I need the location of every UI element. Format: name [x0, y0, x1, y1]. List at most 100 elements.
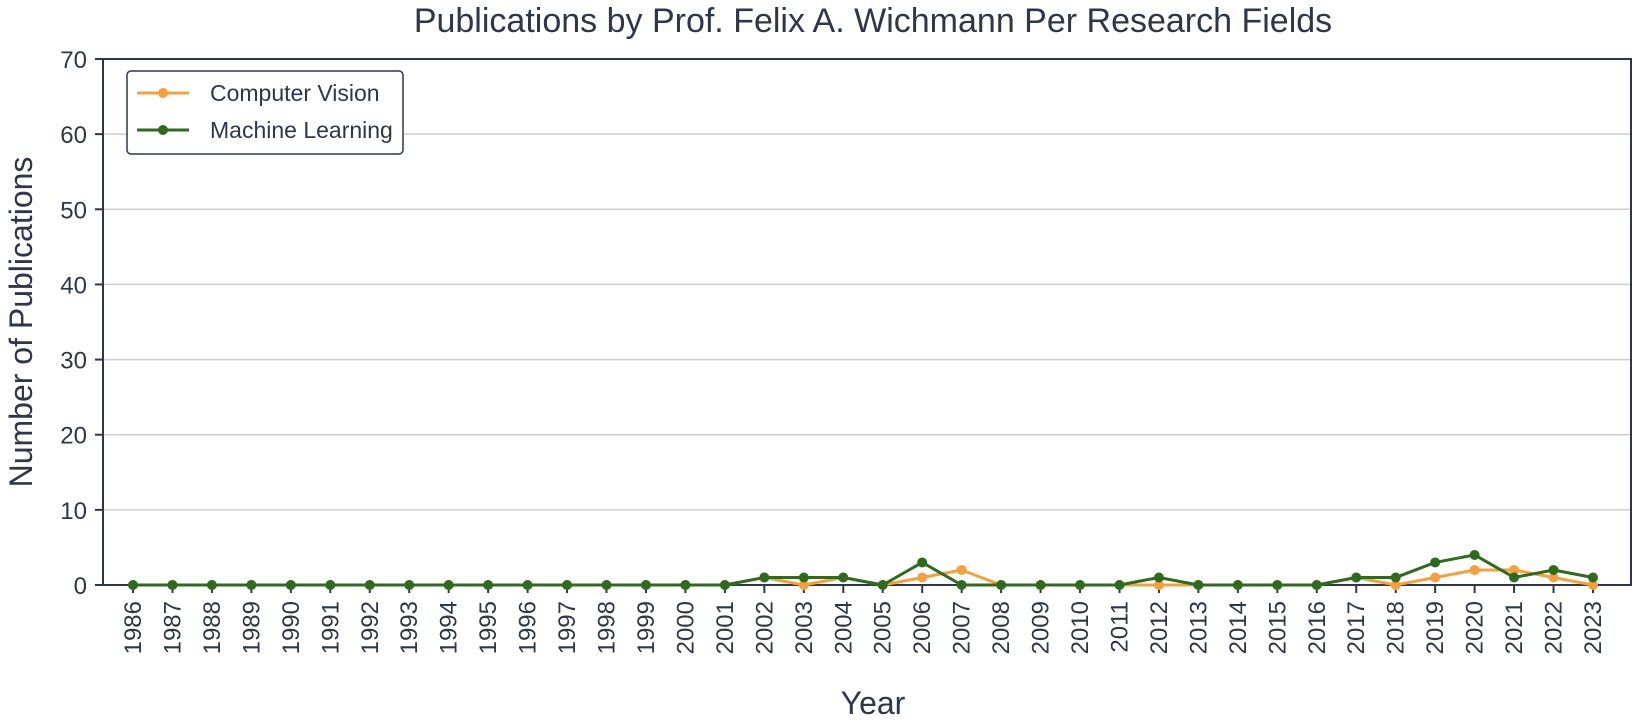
x-tick-label: 2020	[1462, 601, 1489, 654]
data-point-machine-learning	[1272, 580, 1283, 590]
y-tick-label: 70	[60, 47, 87, 74]
x-axis-ticks: 1986 1987 1988 1989 1990 1991 1992 1993 1994 1995…	[120, 585, 1607, 654]
data-point-machine-learning	[167, 580, 178, 590]
data-point-machine-learning	[1430, 557, 1441, 568]
x-tick-label: 1995	[475, 601, 502, 654]
data-point-machine-learning	[1311, 580, 1322, 590]
data-point-machine-learning	[877, 580, 888, 590]
data-point-machine-learning	[246, 580, 257, 590]
x-tick-label: 1996	[515, 601, 542, 654]
data-point-machine-learning	[601, 580, 612, 590]
chart-title: Publications by Prof. Felix A. Wichmann …	[414, 2, 1332, 40]
data-point-machine-learning	[522, 580, 533, 590]
data-point-machine-learning	[364, 580, 375, 590]
data-point-machine-learning	[1351, 572, 1362, 583]
data-point-machine-learning	[1548, 564, 1559, 575]
data-point-machine-learning	[325, 580, 336, 590]
x-tick-label: 2019	[1422, 601, 1449, 654]
x-tick-label: 1997	[554, 601, 581, 654]
gridlines	[103, 133, 1631, 511]
data-point-machine-learning	[838, 572, 849, 583]
x-tick-label: 1990	[278, 601, 305, 654]
x-tick-label: 1989	[238, 601, 265, 654]
legend-marker-machine-learning	[158, 125, 168, 135]
data-point-machine-learning	[1469, 549, 1480, 560]
x-tick-label: 2002	[751, 601, 778, 654]
data-point-machine-learning	[996, 580, 1007, 590]
x-tick-label: 1993	[396, 601, 423, 654]
legend-marker-computer-vision	[158, 88, 168, 98]
x-tick-label: 2009	[1028, 601, 1055, 654]
data-point-machine-learning	[1153, 572, 1164, 583]
data-point-machine-learning	[759, 572, 770, 583]
data-point-machine-learning	[443, 580, 454, 590]
x-tick-label: 2013	[1185, 601, 1212, 654]
x-tick-label: 1987	[159, 601, 186, 654]
legend-label-computer-vision: Computer Vision	[210, 80, 380, 106]
x-tick-label: 2003	[791, 601, 818, 654]
legend-label-machine-learning: Machine Learning	[210, 117, 393, 143]
data-point-machine-learning	[1114, 580, 1125, 590]
y-axis-ticks: 0 10 20 30 40 50 60 70	[60, 47, 103, 600]
x-tick-label: 2010	[1067, 601, 1094, 654]
x-tick-label: 2017	[1343, 601, 1370, 654]
x-tick-label: 1986	[120, 601, 147, 654]
x-tick-label: 1994	[436, 601, 463, 654]
y-tick-label: 0	[74, 573, 87, 600]
x-tick-label: 1991	[317, 601, 344, 654]
data-point-machine-learning	[719, 580, 730, 590]
plot-frame	[102, 58, 1632, 586]
x-tick-label: 1988	[199, 601, 226, 654]
y-tick-label: 40	[60, 272, 87, 299]
x-tick-label: 2022	[1541, 601, 1568, 654]
data-point-machine-learning	[206, 580, 217, 590]
legend-box	[126, 70, 404, 155]
x-tick-label: 2012	[1146, 601, 1173, 654]
x-tick-label: 2000	[672, 601, 699, 654]
data-point-machine-learning	[1035, 580, 1046, 590]
data-point-machine-learning	[956, 580, 967, 590]
x-tick-label: 2004	[830, 601, 857, 654]
x-tick-label: 2014	[1225, 601, 1252, 654]
data-point-machine-learning	[562, 580, 573, 590]
data-point-computer-vision	[798, 580, 809, 590]
x-tick-label: 2016	[1304, 601, 1331, 654]
x-tick-label: 2023	[1580, 601, 1607, 654]
series-line-machine-learning	[133, 553, 1594, 587]
x-tick-label: 1999	[633, 601, 660, 654]
data-point-machine-learning	[798, 572, 809, 583]
x-tick-label: 2006	[909, 601, 936, 654]
data-point-machine-learning	[1509, 572, 1520, 583]
x-tick-label: 2008	[988, 601, 1015, 654]
data-point-computer-vision	[956, 564, 967, 575]
data-point-machine-learning	[1193, 580, 1204, 590]
y-axis-label: Number of Publications	[3, 157, 39, 488]
data-point-machine-learning	[917, 557, 928, 568]
data-point-computer-vision	[1588, 580, 1598, 590]
x-tick-label: 2001	[712, 601, 739, 654]
data-point-computer-vision	[1430, 572, 1441, 583]
x-tick-label: 1998	[594, 601, 621, 654]
y-tick-label: 10	[60, 498, 87, 525]
data-point-computer-vision	[1469, 564, 1480, 575]
data-point-computer-vision	[1548, 572, 1559, 583]
data-point-machine-learning	[1588, 572, 1598, 583]
data-point-machine-learning	[1075, 580, 1086, 590]
data-point-computer-vision	[1153, 580, 1164, 590]
data-point-machine-learning	[680, 580, 691, 590]
data-point-machine-learning	[1390, 572, 1401, 583]
x-tick-label: 2011	[1106, 601, 1133, 653]
y-tick-label: 50	[60, 197, 87, 224]
y-tick-label: 60	[60, 122, 87, 149]
x-tick-label: 2007	[949, 601, 976, 654]
data-point-machine-learning	[640, 580, 651, 590]
x-axis-label: Year	[841, 685, 906, 721]
data-point-machine-learning	[285, 580, 296, 590]
data-point-computer-vision	[1509, 564, 1520, 575]
x-tick-label: 2015	[1264, 601, 1291, 654]
y-tick-label: 20	[60, 423, 87, 450]
x-tick-label: 1992	[357, 601, 384, 654]
data-point-machine-learning	[404, 580, 415, 590]
data-point-machine-learning	[483, 580, 494, 590]
